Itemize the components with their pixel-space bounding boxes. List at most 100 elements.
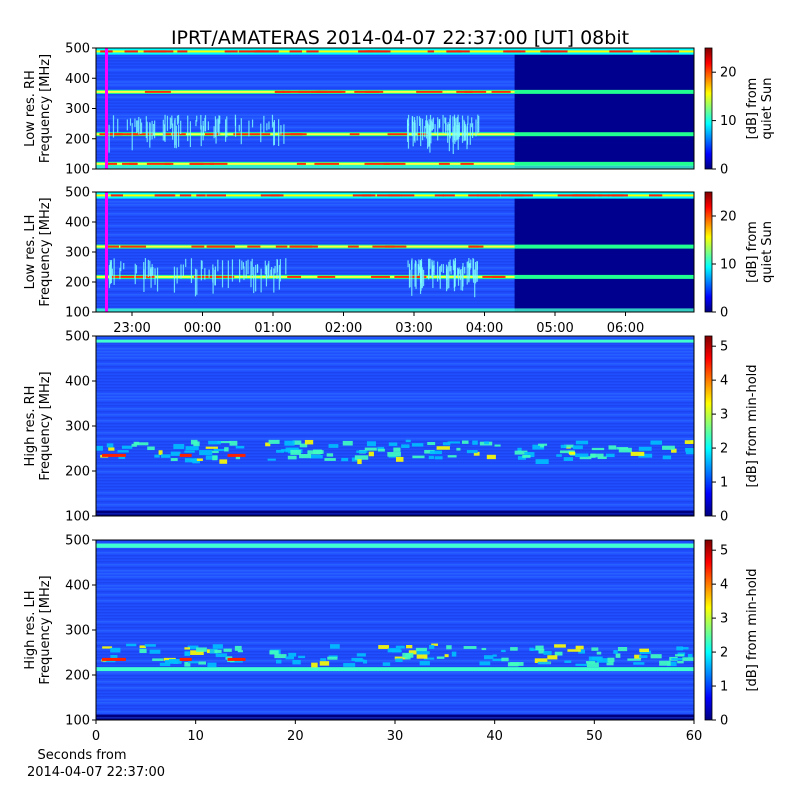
burst-streak — [240, 118, 242, 145]
noise-row — [96, 123, 694, 126]
burst-streak — [172, 123, 174, 140]
burst-streak — [448, 123, 450, 152]
y-tick-label: 500 — [65, 534, 90, 549]
burst-patch — [173, 659, 179, 664]
noise-row — [96, 270, 694, 272]
burst-patch — [564, 444, 574, 448]
freq-band-spot — [109, 275, 135, 278]
y-tick-label: 500 — [65, 330, 90, 345]
noise-row — [96, 705, 694, 707]
burst-streak — [432, 117, 435, 129]
colorbar-tick-label: 0 — [720, 510, 728, 525]
top-band-spot — [434, 194, 445, 197]
burst-patch — [121, 445, 133, 449]
top-band-spot — [255, 50, 279, 53]
burst-patch — [575, 645, 584, 650]
freq-band-spot — [164, 162, 174, 165]
burst-patch — [190, 458, 197, 463]
noise-row — [96, 486, 694, 488]
noise-row — [96, 540, 694, 542]
y-axis-label: Low res. LH — [23, 215, 38, 290]
burst-patch — [634, 654, 642, 659]
noise-row — [96, 435, 694, 437]
freq-band-spot — [387, 133, 409, 136]
burst-patch — [416, 651, 430, 655]
x-tick-label: 60 — [686, 729, 703, 744]
noise-row — [96, 597, 694, 599]
burst-patch — [538, 443, 548, 446]
burst-streak — [200, 260, 202, 281]
top-band-hot — [96, 50, 694, 53]
burst-streak — [241, 260, 243, 270]
burst-patch — [320, 658, 327, 661]
burst-streak — [449, 259, 451, 272]
burst-streak — [426, 122, 429, 149]
burst-streak — [177, 124, 180, 147]
burst-patch — [324, 458, 336, 461]
burst-patch — [671, 448, 677, 453]
burst-streak — [166, 115, 169, 131]
burst-patch — [285, 656, 295, 660]
burst-patch — [194, 458, 203, 462]
burst-streak — [136, 120, 138, 134]
burst-patch — [639, 648, 650, 653]
burst-patch — [615, 653, 621, 658]
noise-row — [96, 624, 694, 626]
burst-patch — [514, 450, 528, 455]
hot-spot — [179, 453, 192, 457]
burst-streak — [418, 116, 421, 127]
burst-patch — [429, 644, 435, 649]
burst-patch — [184, 450, 195, 453]
burst-streak — [248, 120, 250, 137]
burst-patch — [429, 450, 442, 455]
noise-row — [96, 102, 694, 104]
freq-band-spot — [298, 90, 321, 93]
noise-row — [96, 117, 694, 120]
burst-patch — [534, 658, 548, 664]
burst-streak — [407, 123, 410, 149]
freq-band-spot — [191, 245, 205, 248]
burst-patch — [627, 658, 641, 661]
burst-patch — [387, 452, 401, 457]
freq-band-spot — [460, 162, 474, 165]
noise-row — [96, 60, 694, 62]
burst-streak — [273, 119, 276, 145]
burst-patch — [685, 447, 694, 452]
colorbar-tick-label: 10 — [720, 258, 737, 273]
noise-row — [96, 93, 694, 95]
y-tick-label: 300 — [65, 102, 90, 117]
burst-streak — [263, 115, 265, 133]
burst-patch — [463, 646, 477, 649]
noise-row — [96, 210, 694, 212]
noise-row — [96, 405, 694, 407]
noise-row — [96, 693, 694, 695]
burst-patch — [408, 650, 417, 655]
burst-streak — [195, 120, 197, 127]
burst-streak — [431, 119, 433, 131]
burst-patch — [102, 646, 113, 649]
burst-streak — [477, 114, 479, 123]
noise-row — [96, 267, 694, 269]
noise-row — [96, 564, 694, 566]
burst-patch — [596, 651, 602, 655]
burst-streak — [260, 123, 262, 143]
burst-patch — [214, 649, 222, 654]
x-tick-label: 30 — [387, 729, 404, 744]
colorbar-tick-label: 5 — [720, 340, 728, 355]
bottom-stripe — [96, 514, 694, 516]
noise-row — [96, 201, 694, 203]
noise-row — [96, 615, 694, 617]
burst-patch — [354, 455, 369, 460]
top-band-spot — [609, 50, 633, 53]
burst-streak — [421, 118, 424, 141]
colorbar-tick-label: 0 — [720, 714, 728, 729]
burst-patch — [560, 444, 567, 449]
burst-patch — [185, 446, 199, 451]
burst-streak — [145, 116, 147, 139]
burst-patch — [479, 661, 491, 666]
noise-row — [96, 567, 694, 569]
noise-row — [96, 297, 694, 299]
bottom-stripe — [96, 714, 694, 718]
noise-row — [96, 618, 694, 620]
burst-patch — [205, 455, 219, 460]
